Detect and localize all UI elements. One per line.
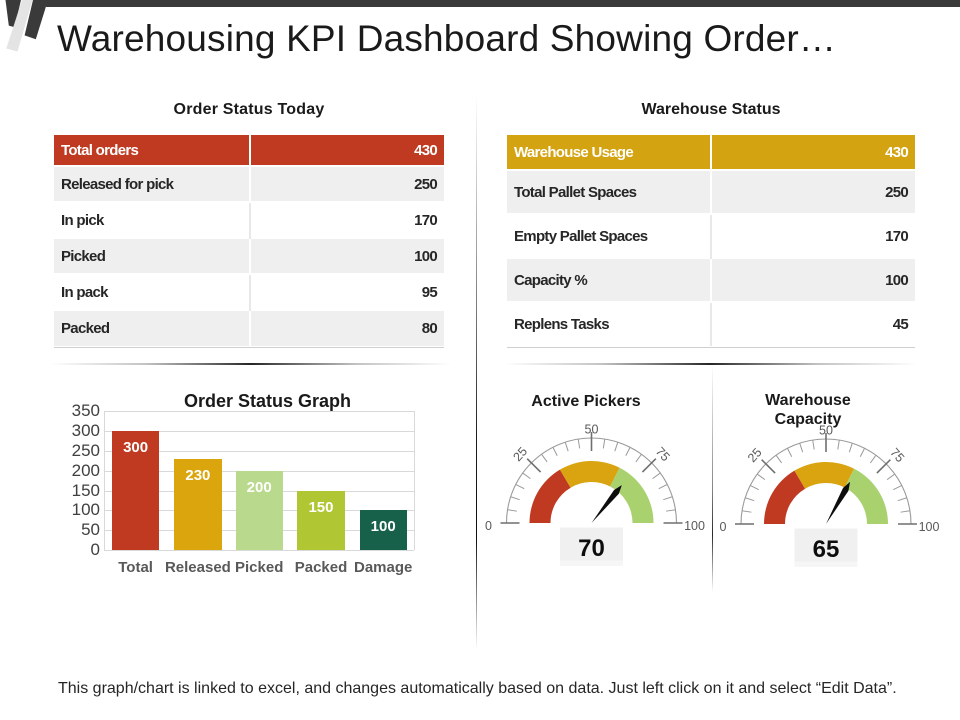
svg-text:100: 100 xyxy=(919,520,940,534)
svg-text:0: 0 xyxy=(485,519,492,533)
svg-text:50: 50 xyxy=(819,424,833,438)
svg-text:75: 75 xyxy=(653,444,673,464)
svg-text:100: 100 xyxy=(684,519,705,533)
svg-text:25: 25 xyxy=(510,444,530,464)
svg-text:50: 50 xyxy=(585,423,599,437)
svg-text:75: 75 xyxy=(887,445,907,465)
svg-text:0: 0 xyxy=(720,520,727,534)
svg-text:70: 70 xyxy=(578,535,605,562)
svg-text:25: 25 xyxy=(745,445,765,465)
svg-text:65: 65 xyxy=(813,536,840,563)
